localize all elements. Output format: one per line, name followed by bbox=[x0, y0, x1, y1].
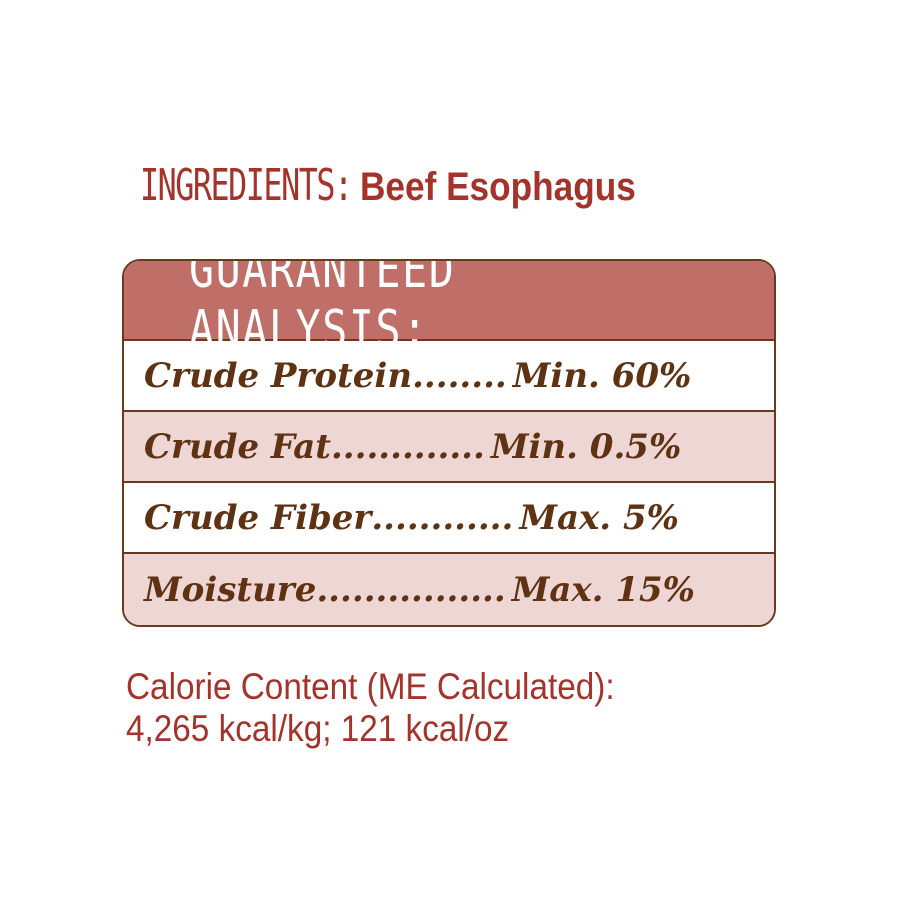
nutrient-value: Min. 0.5% bbox=[490, 426, 682, 467]
analysis-row: Crude Protein........ Min. 60% bbox=[124, 341, 774, 412]
analysis-header: GUARANTEED ANALYSIS: bbox=[124, 261, 774, 360]
nutrient-name: Crude Fat bbox=[144, 426, 331, 467]
leader-dots: ........ bbox=[412, 355, 507, 396]
analysis-title: GUARANTEED ANALYSIS: bbox=[189, 259, 456, 360]
nutrient-value: Min. 60% bbox=[512, 355, 692, 396]
nutrient-value: Max. 15% bbox=[511, 570, 695, 610]
nutrient-value: Max. 5% bbox=[519, 497, 679, 538]
analysis-row: Crude Fat ............. Min. 0.5% bbox=[124, 412, 774, 483]
nutrient-name: Crude Fiber bbox=[144, 497, 372, 538]
calorie-label: Calorie Content (ME Calculated): bbox=[126, 666, 615, 707]
calorie-content: Calorie Content (ME Calculated): 4,265 k… bbox=[126, 666, 615, 750]
leader-dots: ............. bbox=[330, 426, 485, 467]
leader-dots: ............ bbox=[371, 497, 514, 538]
analysis-row: Crude Fiber............ Max. 5% bbox=[124, 483, 774, 554]
ingredients-label: INGREDIENTS: bbox=[140, 160, 353, 211]
analysis-row: Moisture ................ Max. 15% bbox=[124, 554, 774, 625]
guaranteed-analysis-table: GUARANTEED ANALYSIS: Crude Protein......… bbox=[122, 259, 776, 627]
calorie-values: 4,265 kcal/kg; 121 kcal/oz bbox=[126, 708, 510, 749]
leader-dots: ................ bbox=[316, 570, 506, 610]
ingredients-value: Beef Esophagus bbox=[360, 165, 637, 209]
ingredients-line: INGREDIENTS: Beef Esophagus bbox=[140, 160, 674, 211]
nutrient-name: Moisture bbox=[144, 570, 317, 610]
nutrient-name: Crude Protein bbox=[144, 355, 413, 396]
